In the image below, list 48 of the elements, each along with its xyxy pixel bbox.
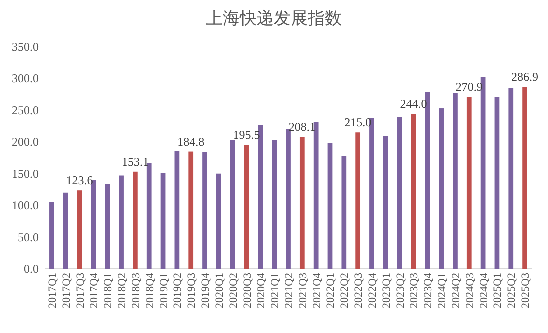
y-tick-label: 50.0 [18, 230, 39, 244]
x-tick-label: 2020Q2 [228, 273, 240, 308]
y-tick-label: 350.0 [12, 40, 39, 54]
x-tick-label: 2025Q3 [520, 272, 532, 308]
x-tick-label: 2017Q4 [88, 272, 101, 308]
x-tick-label: 2017Q1 [46, 273, 59, 308]
x-tick-label: 2019Q3 [186, 272, 198, 308]
x-tick-label: 2019Q1 [158, 273, 170, 308]
x-tick-label: 2025Q2 [506, 273, 518, 308]
x-tick-label: 2018Q4 [144, 272, 156, 308]
x-tick-label: 2023Q2 [394, 273, 407, 308]
x-tick-label: 2025Q1 [492, 273, 504, 308]
x-tick-label: 2020Q4 [256, 272, 268, 308]
x-tick-label: 2023Q4 [422, 272, 435, 308]
x-tick-label: 2019Q2 [172, 273, 184, 308]
x-tick-label: 2022Q3 [353, 272, 366, 308]
x-tick-label: 2018Q1 [102, 273, 115, 308]
x-tick-label: 2017Q2 [60, 273, 73, 308]
data-label: 184.8 [178, 134, 205, 149]
x-tick-label: 2022Q1 [325, 273, 338, 308]
x-tick-label: 2019Q4 [200, 272, 212, 308]
x-tick-label: 2021Q4 [311, 272, 324, 308]
y-tick-label: 250.0 [12, 103, 39, 118]
y-tick-label: 100.0 [12, 198, 39, 213]
x-tick-label: 2021Q1 [270, 273, 282, 308]
x-tick-label: 2024Q2 [450, 273, 462, 308]
x-tick-label: 2022Q2 [339, 273, 352, 308]
x-tick-label: 2024Q4 [478, 272, 490, 308]
title: 上海快递发展指数 [206, 9, 342, 29]
x-tick-label: 2021Q2 [284, 273, 296, 308]
x-tick-label: 2024Q1 [436, 273, 449, 308]
x-tick-label: 2020Q1 [214, 273, 226, 308]
data-label: 286.9 [512, 70, 539, 84]
x-tick-label: 2023Q3 [408, 272, 421, 308]
x-tick-label: 2024Q3 [464, 272, 476, 308]
x-tick-label: 2023Q1 [380, 273, 393, 308]
data-label: 123.6 [66, 174, 94, 188]
data-label: 153.1 [122, 154, 149, 169]
y-tick-label: 150.0 [12, 166, 39, 181]
x-tick-label: 2018Q2 [116, 273, 129, 308]
x-tick-label: 2018Q3 [130, 272, 142, 308]
y-tick-label: 300.0 [12, 72, 39, 86]
y-tick-label: 0.0 [24, 262, 39, 276]
x-tick-label: 2022Q4 [366, 272, 379, 308]
y-tick-label: 200.0 [12, 135, 39, 150]
x-tick-label: 2020Q3 [242, 272, 254, 308]
x-tick-label: 2021Q3 [297, 272, 310, 308]
x-tick-label: 2017Q3 [74, 272, 87, 308]
